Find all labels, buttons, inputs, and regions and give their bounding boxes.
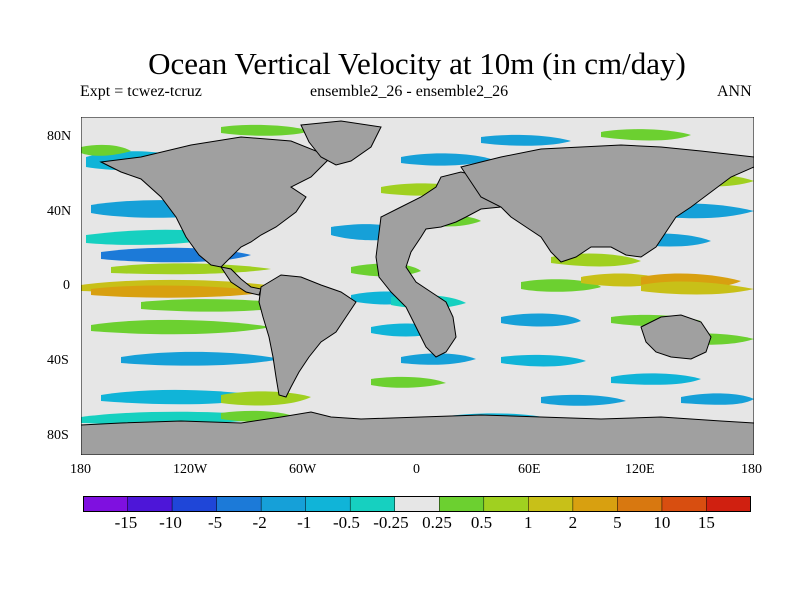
colorbar-cell-1 <box>127 496 173 512</box>
colorbar-label: -5 <box>208 513 223 532</box>
colorbar-cell-0 <box>83 496 129 512</box>
lat-tick-80s: 80S <box>47 428 69 443</box>
colorbar-cell-10 <box>528 496 574 512</box>
lon-tick-0: 0 <box>413 462 420 477</box>
colorbar-cell-6 <box>349 496 396 512</box>
south-america <box>258 274 357 398</box>
colorbar-cell-8 <box>439 496 485 512</box>
greenland <box>300 120 382 166</box>
lat-tick-0: 0 <box>63 278 70 293</box>
colorbar <box>83 496 751 512</box>
colorbar-cell-3 <box>216 496 262 512</box>
colorbar-label: 5 <box>613 513 622 532</box>
australia <box>640 314 712 360</box>
lon-tick-60e: 60E <box>518 462 541 477</box>
colorbar-cell-11 <box>572 496 619 512</box>
antarctica <box>81 411 754 455</box>
colorbar-label: 0.25 <box>422 513 452 532</box>
north-america <box>99 136 332 268</box>
colorbar-cell-7 <box>394 496 441 512</box>
colorbar-cell-2 <box>171 496 218 512</box>
colorbar-cell-13 <box>661 496 708 512</box>
colorbar-label: 1 <box>524 513 533 532</box>
colorbar-label: -1 <box>297 513 312 532</box>
world-map <box>81 117 754 455</box>
lon-tick-180e: 180 <box>741 462 762 477</box>
asia <box>460 144 754 263</box>
colorbar-frame <box>83 496 751 512</box>
colorbar-label: -10 <box>159 513 182 532</box>
lon-tick-60w: 60W <box>289 462 317 477</box>
colorbar-label: 2 <box>568 513 578 532</box>
colorbar-cell-9 <box>483 496 530 512</box>
lon-tick-180w: 180 <box>70 462 91 477</box>
period-label: ANN <box>717 83 752 100</box>
colorbar-label: -0.25 <box>373 513 409 532</box>
lat-tick-40n: 40N <box>47 204 72 219</box>
colorbar-cell-12 <box>617 496 663 512</box>
lon-tick-120w: 120W <box>173 462 208 477</box>
lat-tick-80n: 80N <box>47 129 72 144</box>
colorbar-label: -2 <box>252 513 267 532</box>
colorbar-label: 0.5 <box>470 513 493 532</box>
colorbar-label: -15 <box>114 513 138 532</box>
lat-tick-40s: 40S <box>47 353 69 368</box>
colorbar-label: 15 <box>697 513 715 532</box>
experiment-label: Expt = tcwez-tcruz <box>80 83 202 100</box>
colorbar-label: 10 <box>653 513 671 532</box>
lon-tick-120e: 120E <box>625 462 655 477</box>
map-title: Ocean Vertical Velocity at 10m (in cm/da… <box>148 46 686 81</box>
colorbar-cell-5 <box>305 496 351 512</box>
land-masses <box>81 120 754 455</box>
colorbar-cell-14 <box>706 496 751 512</box>
colorbar-cell-4 <box>260 496 307 512</box>
colorbar-label: -0.5 <box>333 513 360 532</box>
ensemble-label: ensemble2_26 - ensemble2_26 <box>310 83 509 100</box>
